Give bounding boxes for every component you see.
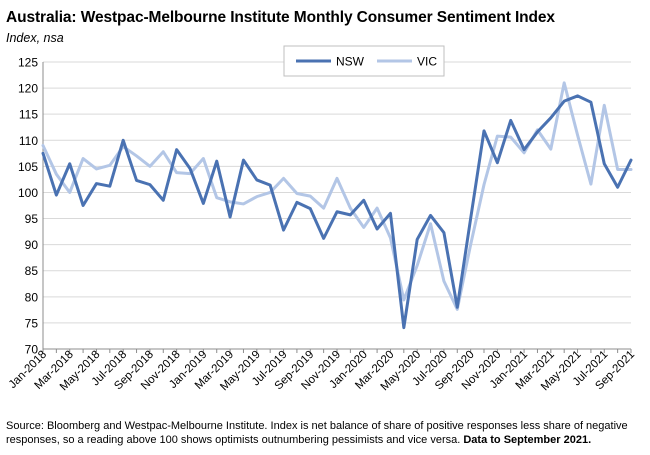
y-tick-label: 75 <box>25 316 39 330</box>
y-tick-label: 100 <box>18 186 38 200</box>
legend: NSW VIC <box>283 45 445 77</box>
y-tick-label: 115 <box>19 108 38 122</box>
series <box>41 81 633 330</box>
y-tick-label: 120 <box>18 82 38 96</box>
footnote-data-note: Data to September 2021. <box>463 434 592 446</box>
line-chart: 707580859095100105110115120125Jan-2018Ma… <box>7 45 637 394</box>
y-tick-label: 70 <box>25 343 39 357</box>
series-line-nsw <box>41 94 633 330</box>
y-tick-label: 80 <box>25 290 39 304</box>
legend-label-vic: VIC <box>417 55 437 69</box>
legend-label-nsw: NSW <box>336 55 365 69</box>
footnote-text: Source: Bloomberg and Westpac-Melbourne … <box>6 420 628 446</box>
gridlines <box>43 61 631 324</box>
chart-subtitle: Index, nsa <box>6 31 64 45</box>
y-tick-label: 105 <box>18 160 38 174</box>
y-tick-label: 85 <box>25 264 39 278</box>
y-tick-label: 95 <box>25 212 39 226</box>
y-tick-label: 110 <box>19 134 38 148</box>
chart-title: Australia: Westpac-Melbourne Institute M… <box>6 9 555 26</box>
y-tick-label: 125 <box>18 56 38 70</box>
series-line-vic <box>41 81 633 311</box>
footnote: Source: Bloomberg and Westpac-Melbourne … <box>6 419 646 447</box>
y-tick-label: 90 <box>25 238 39 252</box>
axes: 707580859095100105110115120125Jan-2018Ma… <box>7 56 637 394</box>
